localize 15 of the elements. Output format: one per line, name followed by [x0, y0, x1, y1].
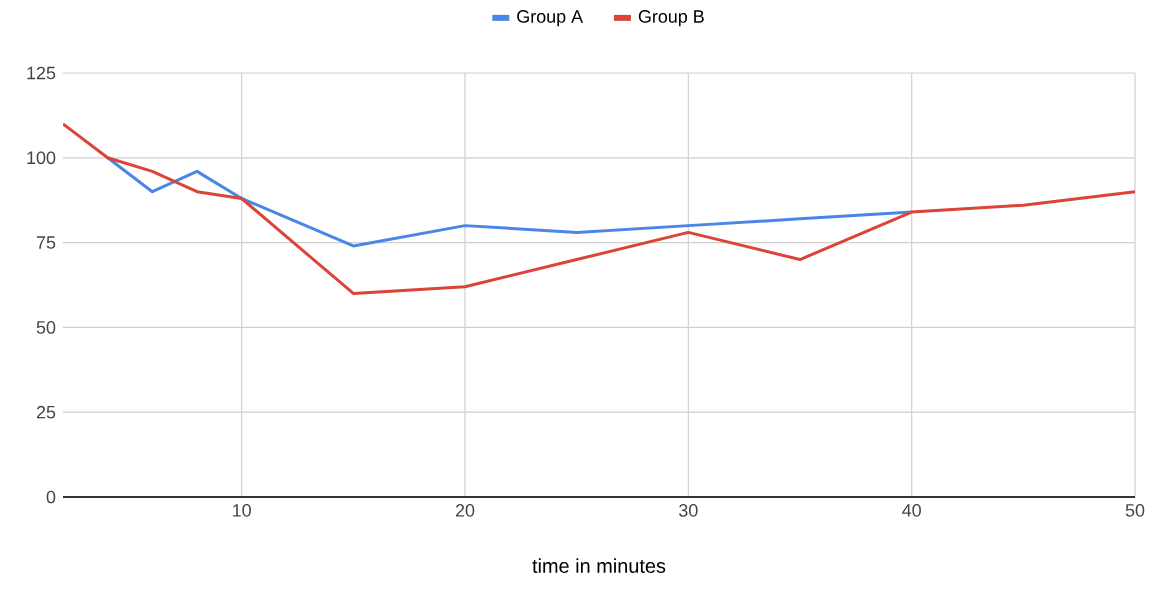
- x-axis-title: time in minutes: [532, 558, 666, 573]
- x-tick-label: 10: [233, 504, 251, 517]
- y-tick-label: 125: [27, 66, 56, 80]
- x-tick-label: 50: [1125, 504, 1145, 517]
- y-tick-label: 0: [46, 490, 56, 504]
- x-tick-label: 20: [455, 504, 475, 517]
- x-tick-label: 40: [902, 504, 921, 517]
- line-series: [63, 122, 1136, 295]
- legend-label: Group B: [638, 10, 704, 27]
- y-tick-label: 100: [27, 151, 56, 165]
- y-tick-label: 25: [36, 405, 56, 419]
- x-tick-label: 30: [679, 504, 698, 517]
- legend-label: Group A: [517, 10, 584, 27]
- y-tick-label: 75: [36, 236, 56, 249]
- y-tick-label: 50: [36, 321, 56, 334]
